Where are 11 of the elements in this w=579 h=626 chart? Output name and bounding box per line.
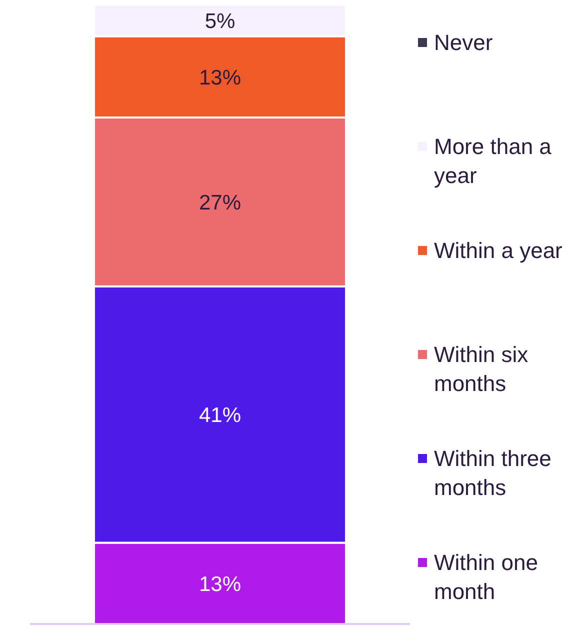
- data-label: 41%: [198, 404, 242, 427]
- legend-label: Within six months: [434, 341, 530, 398]
- data-label: 5%: [204, 10, 236, 34]
- legend-label: Never: [434, 29, 493, 57]
- data-label: 13%: [198, 572, 242, 596]
- legend-label: More than a year: [434, 133, 552, 190]
- data-label: 13%: [198, 66, 242, 90]
- data-label: 27%: [198, 191, 242, 214]
- legend-label: Within a year: [434, 237, 562, 265]
- text: Within three months: [434, 445, 552, 502]
- legend-label: Within one month: [434, 549, 539, 606]
